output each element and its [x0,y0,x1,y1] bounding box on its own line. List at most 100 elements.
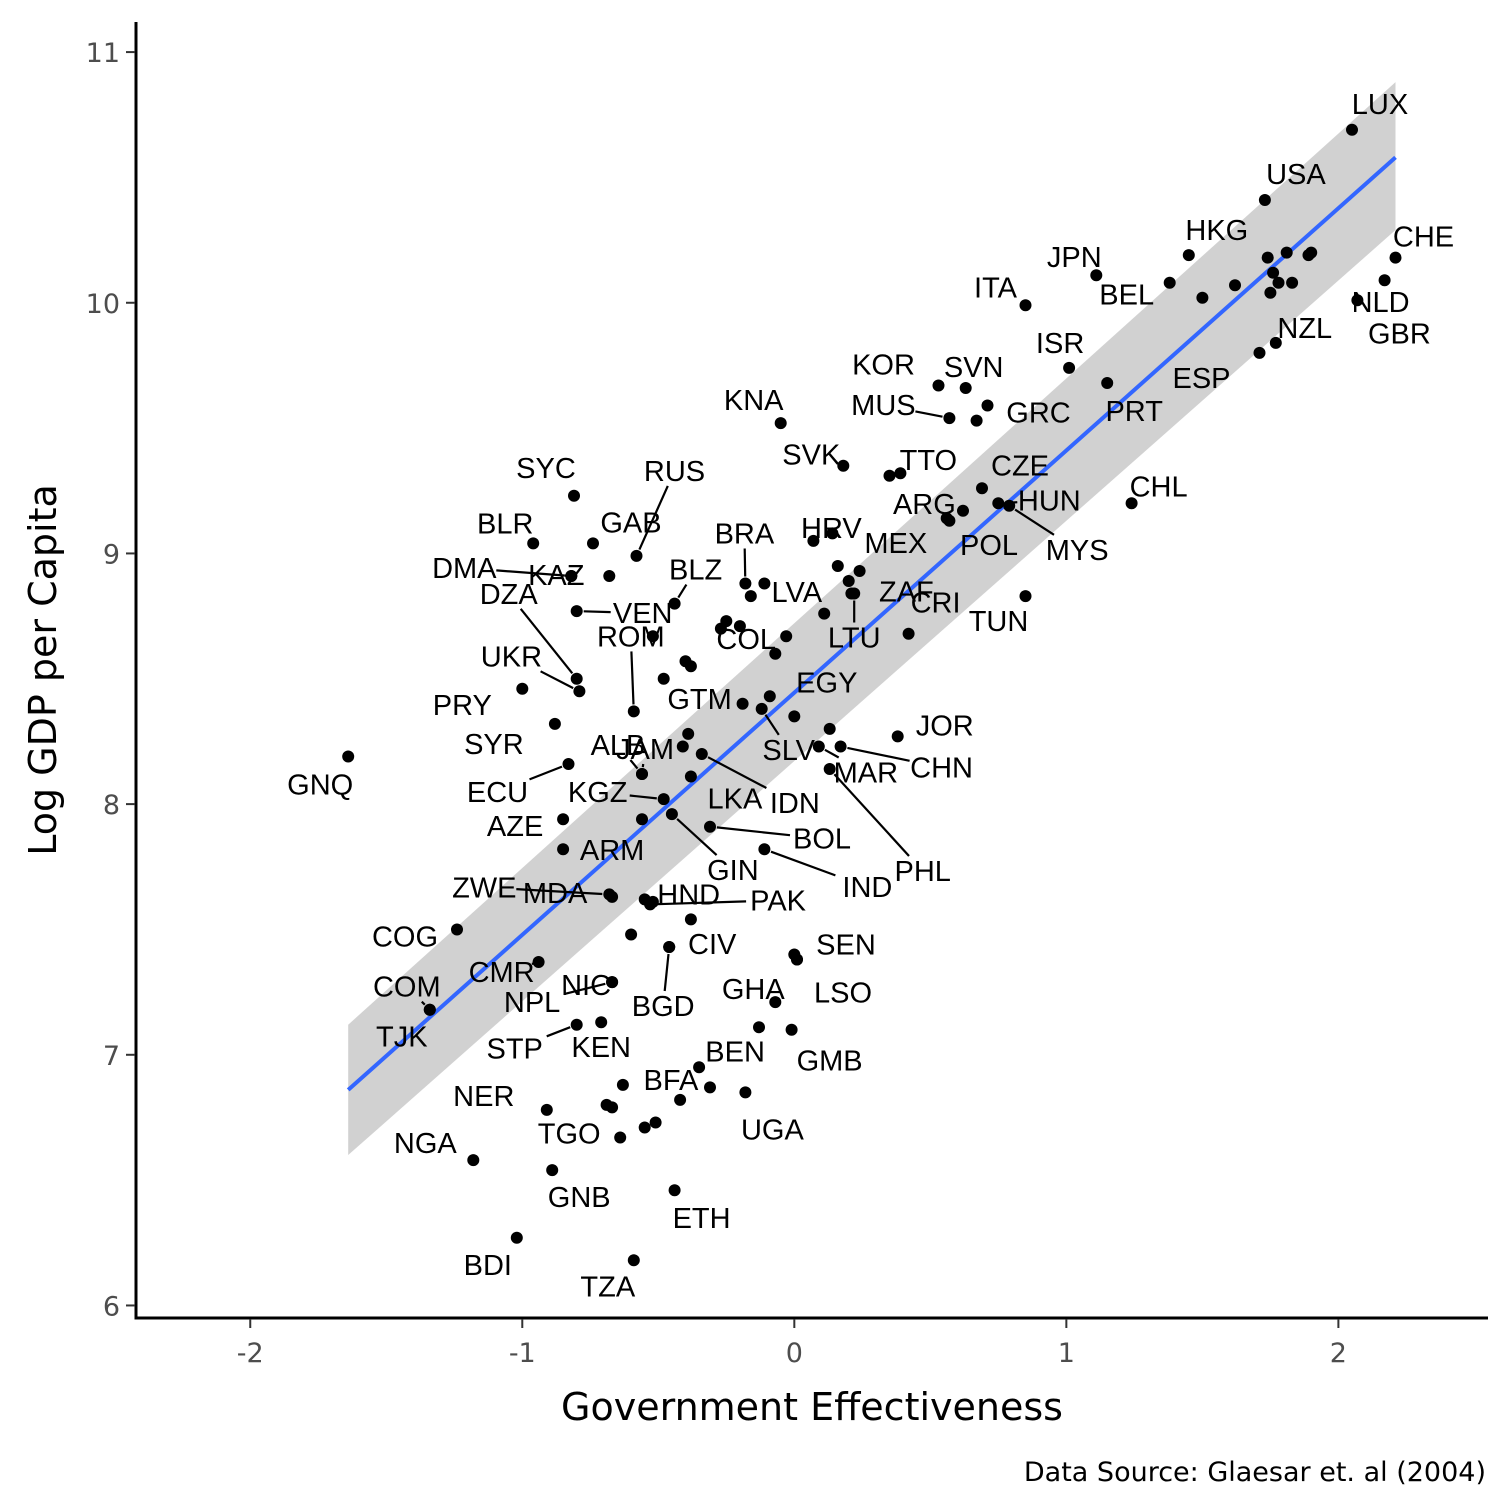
point-label-gin: GIN [707,855,759,887]
point-label-ven: VEN [613,598,673,630]
data-point-ltu [848,587,861,600]
point-label-kna: KNA [724,385,784,417]
point-label-tun: TUN [969,606,1029,638]
point-label-ind: IND [842,872,892,904]
label-leader-bol [716,826,791,837]
data-point [1305,246,1318,259]
point-label-prt: PRT [1105,396,1163,428]
point-label-col: COL [716,624,776,656]
point-label-bel: BEL [1099,280,1154,312]
point-label-rom: ROM [597,621,665,653]
point-label-kor: KOR [852,350,915,382]
data-point [823,722,836,735]
data-point [603,570,616,582]
point-label-gnq: GNQ [287,770,353,802]
point-label-tto: TTO [900,445,957,477]
point-label-jor: JOR [916,710,974,742]
point-label-tgo: TGO [538,1119,601,1151]
point-label-pry: PRY [433,690,492,722]
point-label-usa: USA [1266,159,1326,191]
label-leader-chn [847,746,910,762]
point-label-svk: SVK [782,440,841,472]
point-label-mex: MEX [864,528,927,560]
point-label-eth: ETH [673,1203,731,1235]
data-point [1264,286,1277,299]
data-point [625,928,638,941]
axes [134,22,1488,1320]
data-point [636,813,648,826]
data-point [1272,276,1285,289]
point-label-arg: ARG [893,489,956,521]
point-label-cog: COG [372,922,438,954]
point-label-npl: NPL [504,987,560,1019]
point-label-mda: MDA [523,878,588,910]
data-point-ecu [562,758,575,770]
label-leader-ukr [540,670,574,690]
y-tick-label: 7 [103,1041,120,1072]
point-label-rus: RUS [644,456,705,488]
data-point-kna [774,417,787,430]
point-label-blz: BLZ [669,555,722,587]
point-label-bgd: BGD [632,991,695,1023]
data-point [1229,279,1241,292]
data-point [657,672,670,685]
data-point-nzl [1269,336,1282,349]
data-point-phl [823,763,836,775]
data-point-mus [943,412,956,425]
data-point [883,469,896,482]
data-point [720,615,733,628]
label-leader-alb [629,759,639,770]
point-label-phl: PHL [894,856,950,888]
data-point-mex [831,560,844,572]
data-point-cri [902,627,915,640]
label-leader-ven [583,610,611,614]
label-leader-dza [519,608,574,674]
data-point-prt [1101,377,1114,389]
label-leader-mus [915,410,943,418]
data-point-tgo [614,1131,627,1144]
label-leader-blz [677,584,688,599]
label-leader-bra [743,548,747,577]
point-label-lva: LVA [772,577,823,609]
data-point-che [1389,251,1402,264]
data-point-ind [758,843,771,856]
data-point-stp [570,1018,583,1031]
point-label-nic: NIC [561,970,611,1002]
point-label-ken: KEN [571,1032,631,1064]
point-label-jpn: JPN [1047,242,1102,274]
label-leader-layer [421,410,1055,1038]
point-label-hrv: HRV [801,513,862,545]
data-point [733,620,746,633]
data-point-gtm [736,697,749,710]
axis-ticks: -2 -1 0 1 2 6 7 8 9 10 11 [86,38,1347,1369]
data-point-bfa [616,1078,629,1091]
point-label-pol: POL [960,530,1018,562]
data-point-lva [744,590,757,603]
data-point-lka [684,770,697,783]
x-tick-label: -1 [509,1338,536,1369]
point-label-nzl: NZL [1277,313,1332,345]
label-leader-slv [764,714,780,736]
data-point-mda [606,890,619,903]
data-point-hkg [1182,249,1195,262]
data-point-jpn [1090,269,1103,282]
y-tick-label: 11 [86,38,120,69]
label-leader-com [421,1000,426,1006]
data-point-nld [1378,274,1391,287]
data-point-eth [668,1184,681,1197]
point-label-ita: ITA [974,272,1018,304]
point-label-gab: GAB [600,507,661,539]
point-label-slv: SLV [762,735,815,767]
point-label-idn: IDN [770,788,820,820]
point-label-civ: CIV [688,929,737,961]
data-point-svn [959,382,972,394]
point-label-layer: LUX USA HKG CHE NLD JPN ITA BEL NZL GBR ISR ESP KOR S… [287,89,1454,1304]
point-label-com: COM [373,972,441,1004]
label-leader-dma [496,569,565,577]
data-point [1261,251,1274,264]
data-point-ita [1019,299,1032,312]
point-label-mar: MAR [834,758,898,790]
data-point [758,577,771,590]
point-label-stp: STP [486,1034,542,1066]
